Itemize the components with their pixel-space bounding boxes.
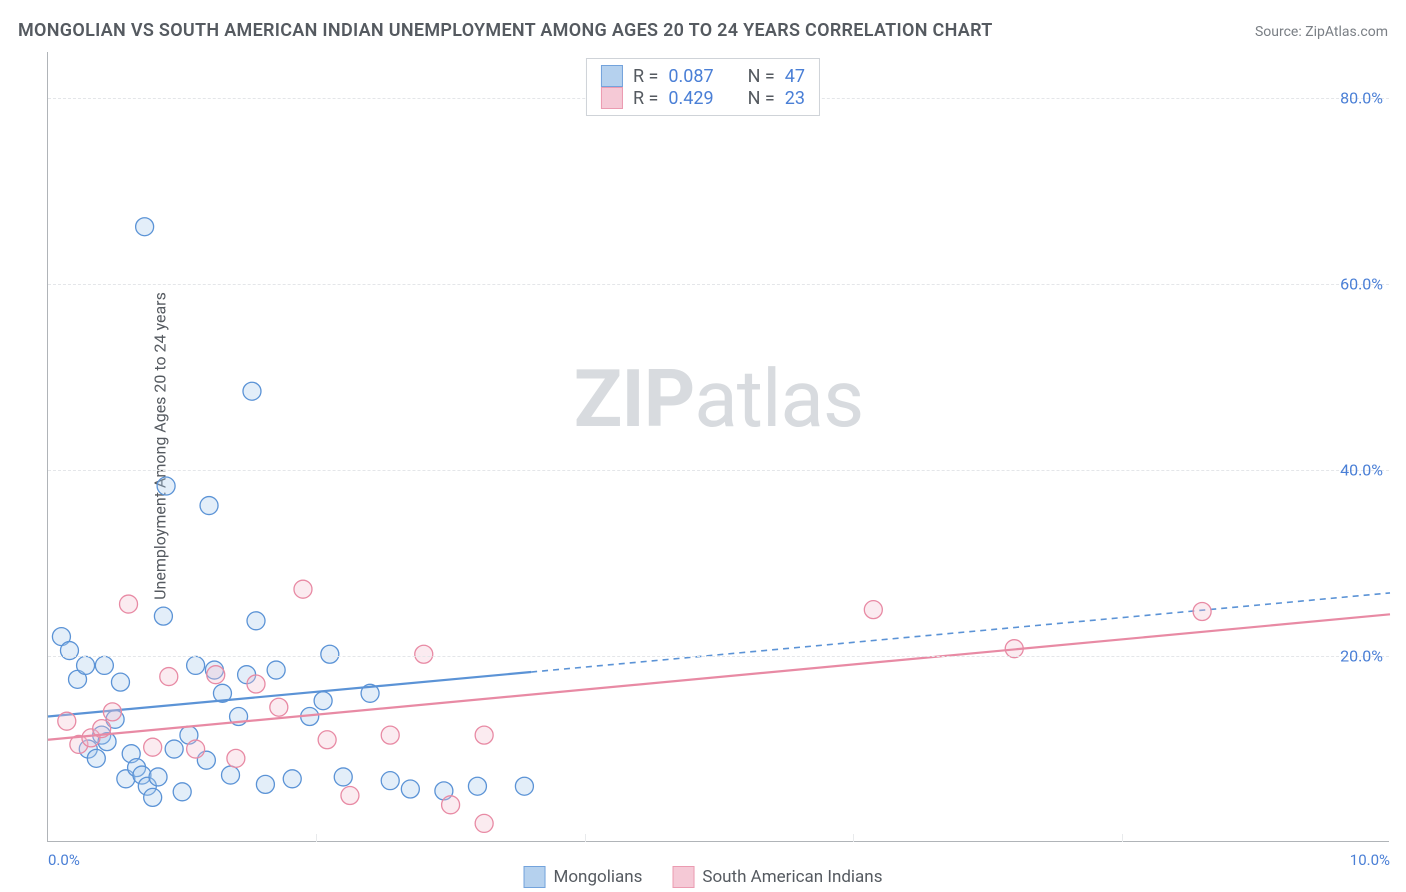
data-point-mongolians [401,780,419,798]
data-point-mongolians [187,656,205,674]
r-label: R = [633,66,658,87]
data-point-mongolians [157,477,175,495]
r-value-south_american_indians: 0.429 [668,88,713,109]
data-point-mongolians [136,218,154,236]
data-point-mongolians [200,497,218,515]
legend-swatch-south_american_indians [601,87,623,109]
chart-title: MONGOLIAN VS SOUTH AMERICAN INDIAN UNEMP… [18,20,993,41]
data-point-mongolians [95,656,113,674]
legend-item-mongolians: Mongolians [524,866,643,888]
n-label: N = [748,88,775,109]
data-point-mongolians [381,772,399,790]
scatter-plot-svg [48,52,1389,841]
grid-tick-v [853,834,854,842]
data-point-south_american_indians [227,749,245,767]
data-point-south_american_indians [144,738,162,756]
data-point-mongolians [468,777,486,795]
data-point-mongolians [165,740,183,758]
series-legend: Mongolians South American Indians [524,866,883,888]
plot-area: ZIPatlas 20.0%40.0%60.0%80.0%0.0%10.0% [47,52,1389,842]
trend-line-dashed-mongolians [531,593,1390,672]
data-point-mongolians [111,673,129,691]
grid-line-h [48,656,1389,657]
source-link[interactable]: ZipAtlas.com [1305,24,1388,40]
data-point-mongolians [149,768,167,786]
data-point-south_american_indians [475,726,493,744]
data-point-mongolians [314,692,332,710]
data-point-south_american_indians [270,698,288,716]
data-point-south_american_indians [187,740,205,758]
data-point-south_american_indians [207,666,225,684]
data-point-mongolians [334,768,352,786]
y-tick-label: 80.0% [1340,89,1383,108]
legend-swatch-mongolians [601,65,623,87]
source-attribution: Source: ZipAtlas.com [1255,24,1388,40]
grid-tick-v [1122,834,1123,842]
legend-item-south_american_indians: South American Indians [672,866,882,888]
data-point-south_american_indians [160,668,178,686]
data-point-south_american_indians [247,675,265,693]
x-tick-label: 0.0% [48,851,80,869]
data-point-south_american_indians [415,645,433,663]
n-label: N = [748,66,775,87]
data-point-mongolians [154,607,172,625]
data-point-mongolians [256,775,274,793]
x-tick-label: 10.0% [1350,851,1390,869]
data-point-mongolians [283,770,301,788]
grid-tick-v [585,834,586,842]
y-tick-label: 40.0% [1340,461,1383,480]
data-point-south_american_indians [1193,603,1211,621]
n-value-mongolians: 47 [785,66,805,87]
grid-line-h [48,470,1389,471]
data-point-mongolians [222,766,240,784]
data-point-south_american_indians [120,595,138,613]
data-point-mongolians [515,777,533,795]
legend-swatch-south_american_indians [672,866,694,888]
data-point-mongolians [321,645,339,663]
data-point-south_american_indians [103,703,121,721]
data-point-south_american_indians [864,601,882,619]
data-point-mongolians [77,656,95,674]
y-tick-label: 20.0% [1340,647,1383,666]
r-label: R = [633,88,658,109]
data-point-south_american_indians [475,814,493,832]
correlation-legend: R = 0.087 N = 47 R = 0.429 N = 23 [586,58,820,116]
data-point-mongolians [247,612,265,630]
data-point-mongolians [87,749,105,767]
legend-label-south_american_indians: South American Indians [702,867,882,887]
source-prefix: Source: [1255,24,1305,40]
r-value-mongolians: 0.087 [668,66,713,87]
data-point-mongolians [173,783,191,801]
y-tick-label: 60.0% [1340,275,1383,294]
data-point-south_american_indians [318,731,336,749]
legend-stat-row-mongolians: R = 0.087 N = 47 [601,65,805,87]
grid-line-h [48,284,1389,285]
data-point-south_american_indians [341,787,359,805]
data-point-mongolians [267,661,285,679]
data-point-south_american_indians [58,712,76,730]
data-point-south_american_indians [442,796,460,814]
legend-swatch-mongolians [524,866,546,888]
legend-label-mongolians: Mongolians [554,867,643,887]
grid-tick-v [316,834,317,842]
data-point-mongolians [243,382,261,400]
data-point-south_american_indians [294,580,312,598]
data-point-mongolians [144,788,162,806]
legend-stat-row-south_american_indians: R = 0.429 N = 23 [601,87,805,109]
data-point-south_american_indians [381,726,399,744]
n-value-south_american_indians: 23 [785,88,805,109]
